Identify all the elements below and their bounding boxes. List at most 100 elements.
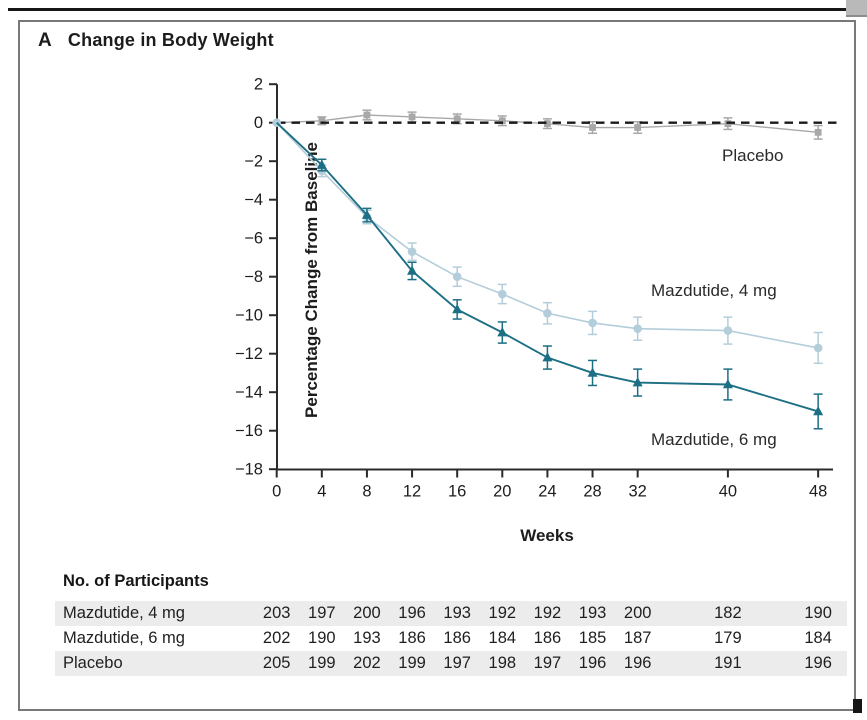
x-tick-label: 48 xyxy=(809,483,827,501)
participant-count: 191 xyxy=(714,654,742,672)
panel-title-text: Change in Body Weight xyxy=(67,30,274,50)
y-tick-label: −4 xyxy=(244,191,263,209)
panel-letter: A xyxy=(38,30,52,51)
participants-table-title: No. of Participants xyxy=(63,572,209,590)
series-mazdutide-6-mg xyxy=(276,122,824,430)
marker-square xyxy=(589,124,596,131)
marker-triangle xyxy=(722,379,733,389)
y-tick-label: −16 xyxy=(235,422,263,440)
participant-count: 196 xyxy=(804,654,832,672)
scroll-corner-artifact-top xyxy=(846,0,867,17)
participant-count: 186 xyxy=(533,629,562,647)
participant-count: 186 xyxy=(443,629,471,647)
participant-count: 197 xyxy=(443,654,471,672)
x-tick-label: 16 xyxy=(448,483,466,501)
y-tick-label: −12 xyxy=(235,345,263,363)
marker-square xyxy=(453,115,461,123)
marker-square xyxy=(318,117,326,125)
y-tick-label: −10 xyxy=(235,307,263,325)
marker-square xyxy=(634,124,642,131)
participant-count: 193 xyxy=(353,629,381,647)
participant-count: 198 xyxy=(488,654,517,672)
x-tick-label: 8 xyxy=(362,483,371,501)
marker-circle xyxy=(588,318,597,328)
participant-count: 184 xyxy=(804,629,832,647)
marker-circle xyxy=(813,343,823,353)
marker-triangle xyxy=(542,352,553,362)
y-tick-label: 0 xyxy=(254,114,263,132)
y-tick-label: 2 xyxy=(254,76,263,94)
y-tick-label: −6 xyxy=(244,230,263,248)
x-tick-label: 20 xyxy=(493,483,511,501)
marker-circle xyxy=(452,272,462,282)
participant-count: 197 xyxy=(533,654,562,672)
y-tick-label: −8 xyxy=(244,268,263,286)
marker-triangle xyxy=(316,159,327,169)
table-row-mazdutide-6mg: Mazdutide, 6 mg 202 190 193 186 186 184 186 185… xyxy=(55,626,847,651)
participant-count: 186 xyxy=(398,629,426,647)
participant-count: 196 xyxy=(398,604,426,622)
participant-count: 184 xyxy=(488,629,517,647)
marker-square xyxy=(544,120,551,128)
row-label: Placebo xyxy=(63,654,123,672)
marker-triangle xyxy=(452,303,463,314)
series-label-mazdutide-6mg: Mazdutide, 6 mg xyxy=(651,430,777,449)
participant-count: 182 xyxy=(714,604,742,622)
table-row-mazdutide-4mg: Mazdutide, 4 mg 203 197 200 196 193 192 192 193… xyxy=(55,601,847,626)
row-label: Mazdutide, 6 mg xyxy=(63,629,185,647)
x-tick-label: 12 xyxy=(403,483,421,501)
top-divider-rule xyxy=(8,8,856,11)
participant-count: 192 xyxy=(533,604,562,622)
x-tick-label: 32 xyxy=(628,483,646,501)
participant-count: 193 xyxy=(578,604,607,622)
marker-triangle xyxy=(632,377,643,387)
participant-count: 192 xyxy=(488,604,517,622)
x-tick-label: 28 xyxy=(583,483,601,501)
participant-count: 202 xyxy=(262,629,291,647)
marker-circle xyxy=(633,324,642,333)
series-label-placebo: Placebo xyxy=(722,146,784,165)
participant-count: 179 xyxy=(714,629,742,647)
marker-circle xyxy=(498,289,507,299)
participant-count: 185 xyxy=(578,629,607,647)
marker-circle xyxy=(407,247,417,256)
x-tick-label: 40 xyxy=(719,483,737,501)
marker-circle xyxy=(543,308,552,318)
participant-count: 199 xyxy=(308,654,336,672)
figure-panel-a xyxy=(18,20,856,711)
participant-count: 199 xyxy=(398,654,426,672)
y-tick-label: −14 xyxy=(235,384,263,402)
participant-count: 196 xyxy=(578,654,607,672)
participant-count: 197 xyxy=(308,604,336,622)
panel-title: A Change in Body Weight xyxy=(38,30,274,52)
marker-square xyxy=(408,113,416,121)
series-label-mazdutide-4mg: Mazdutide, 4 mg xyxy=(651,281,777,300)
row-label: Mazdutide, 4 mg xyxy=(63,604,185,622)
marker-triangle xyxy=(361,209,372,219)
y-tick-label: −18 xyxy=(235,461,263,479)
participant-count: 190 xyxy=(308,629,336,647)
marker-triangle xyxy=(813,405,824,416)
marker-square xyxy=(363,111,371,119)
y-tick-label: −2 xyxy=(244,153,263,171)
marker-triangle xyxy=(407,265,418,275)
marker-square xyxy=(498,117,506,125)
scroll-corner-artifact-bottom xyxy=(853,699,862,713)
participant-count: 200 xyxy=(353,604,381,622)
marker-square xyxy=(814,128,822,136)
x-tick-label: 24 xyxy=(538,483,556,501)
participant-count: 190 xyxy=(804,604,832,622)
participant-count: 200 xyxy=(623,604,652,622)
participant-count: 202 xyxy=(353,654,381,672)
marker-circle xyxy=(723,326,733,335)
tick-labels: 20−2−4−6−8−10−12−14−16−180 4 8 12 16 20 24 28 32… xyxy=(235,76,827,501)
participant-count: 203 xyxy=(262,604,291,622)
participant-count: 187 xyxy=(623,629,652,647)
series-placebo xyxy=(276,109,823,140)
marker-triangle xyxy=(497,327,508,337)
series-mazdutide-4-mg xyxy=(272,118,823,365)
x-tick-label: 0 xyxy=(272,483,281,501)
x-axis-label: Weeks xyxy=(520,526,574,545)
